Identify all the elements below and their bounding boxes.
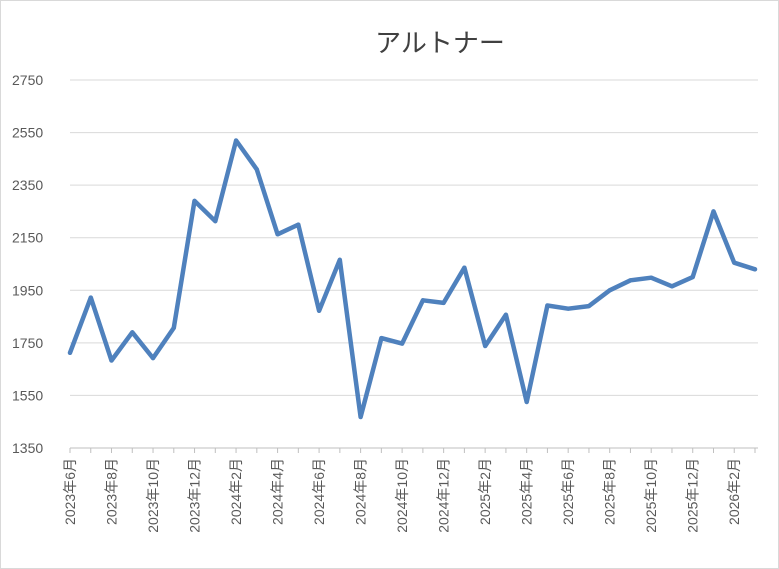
- data-point: [462, 265, 467, 270]
- series-group: [67, 138, 758, 420]
- data-point: [130, 330, 135, 335]
- data-point: [566, 306, 571, 311]
- x-tick-label: 2024年8月: [353, 458, 369, 525]
- y-tick-label: 1550: [12, 387, 43, 403]
- data-point: [254, 167, 259, 172]
- series-line: [67, 138, 758, 420]
- data-point: [88, 295, 93, 300]
- data-point: [441, 300, 446, 305]
- data-point: [607, 288, 612, 293]
- x-tick-label: 2025年6月: [560, 458, 576, 525]
- data-point: [524, 400, 529, 404]
- y-tick-label: 1350: [12, 440, 43, 456]
- data-point: [68, 350, 72, 355]
- data-point: [151, 356, 156, 361]
- data-point: [192, 198, 197, 203]
- data-point: [753, 267, 757, 272]
- data-point: [628, 278, 633, 283]
- data-point: [483, 344, 488, 349]
- y-tick-label: 2550: [12, 125, 43, 141]
- data-point: [690, 275, 695, 280]
- y-tick-label: 1950: [12, 282, 43, 298]
- data-point: [669, 284, 674, 289]
- gridlines: [70, 79, 758, 449]
- x-tick-label: 2026年2月: [726, 458, 742, 525]
- data-point: [109, 358, 114, 363]
- chart-title: アルトナー: [375, 29, 505, 59]
- data-point: [296, 222, 301, 227]
- x-tick-label: 2024年12月: [436, 458, 452, 533]
- data-point: [545, 303, 550, 308]
- data-point: [732, 260, 737, 265]
- x-tick-label: 2023年6月: [62, 458, 78, 525]
- data-point: [420, 298, 425, 303]
- x-tick-label: 2023年10月: [145, 458, 161, 533]
- x-tick-label: 2024年10月: [394, 458, 410, 533]
- data-point: [379, 336, 384, 341]
- y-tick-label: 2350: [12, 177, 43, 193]
- x-tick-label: 2024年6月: [311, 458, 327, 525]
- x-tick-label: 2024年2月: [228, 458, 244, 525]
- x-tick-label: 2025年8月: [602, 458, 618, 525]
- data-point: [400, 341, 405, 346]
- x-tick-label: 2023年8月: [104, 458, 120, 525]
- y-tick-label: 2150: [12, 230, 43, 246]
- x-tick-label: 2025年12月: [685, 458, 701, 533]
- data-point: [711, 209, 716, 214]
- x-tick-label: 2024年4月: [270, 458, 286, 525]
- x-tick-label: 2025年2月: [477, 458, 493, 525]
- data-point: [586, 304, 591, 309]
- x-axis-ticks: 2023年6月 2023年8月 2023年10月 2023年12月 2024年2月 202…: [62, 448, 756, 533]
- data-point: [649, 275, 654, 280]
- data-point: [275, 232, 280, 237]
- data-point: [503, 312, 508, 317]
- data-point: [358, 414, 363, 419]
- data-point: [234, 138, 239, 143]
- data-point: [171, 325, 176, 330]
- x-tick-label: 2023年12月: [187, 458, 203, 533]
- data-point: [317, 308, 322, 313]
- x-tick-label: 2025年10月: [643, 458, 659, 533]
- x-tick-label: 2025年4月: [519, 458, 535, 525]
- y-tick-label: 1750: [12, 335, 43, 351]
- y-tick-label: 2750: [12, 72, 43, 88]
- data-point: [337, 257, 342, 262]
- data-point: [213, 219, 218, 224]
- y-axis-ticks: 1350 1550 1750 1950 2150 2350 2550 2750: [12, 72, 43, 456]
